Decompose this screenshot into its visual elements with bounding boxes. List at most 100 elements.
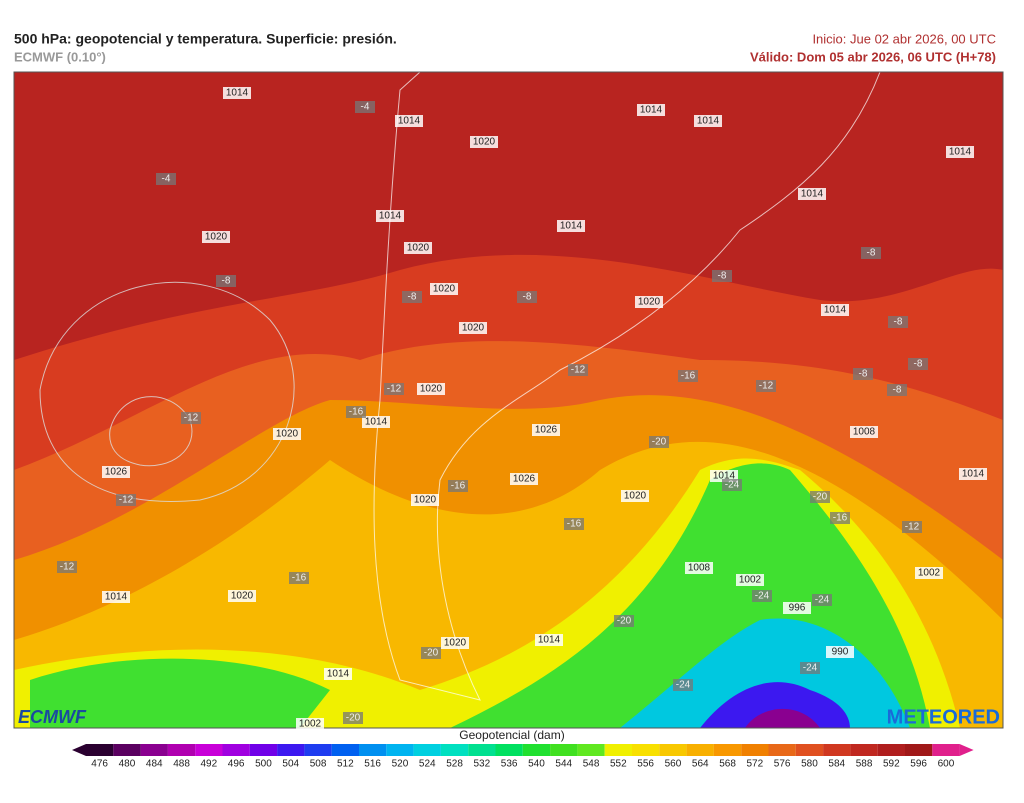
isobar-label-box: [826, 646, 854, 658]
isobar-label-box: [532, 424, 560, 436]
isobar-label-box: [510, 473, 538, 485]
isobar-label-box: [850, 426, 878, 438]
colorbar-swatch: [713, 744, 742, 756]
isobar-label: 996: [789, 603, 806, 614]
temperature-label-box: [116, 494, 136, 506]
colorbar-swatch: [741, 744, 769, 756]
colorbar-tick-label: 592: [883, 759, 900, 770]
colorbar-tick-label: 484: [146, 759, 163, 770]
isobar-label-box: [946, 146, 974, 158]
colorbar-tick-label: 504: [282, 759, 299, 770]
isobar-label-box: [441, 637, 469, 649]
colorbar-tick-label: 476: [91, 759, 108, 770]
colorbar-tick-label: 480: [119, 759, 136, 770]
isobar-label: 1020: [420, 384, 443, 395]
isobar-label: 990: [832, 647, 849, 658]
isobar-label: 1014: [327, 669, 350, 680]
temperature-label-box: [800, 662, 820, 674]
colorbar-tick-label: 532: [474, 759, 491, 770]
colorbar-tick-label: 540: [528, 759, 545, 770]
isobar-label-box: [102, 591, 130, 603]
temperature-label-box: [756, 380, 776, 392]
isobar-label-box: [395, 115, 423, 127]
isobar-label-box: [459, 322, 487, 334]
colorbar-swatch: [604, 744, 632, 756]
colorbar-tick-label: 588: [856, 759, 873, 770]
temperature-label-box: [402, 291, 422, 303]
isobar-label: 1014: [560, 221, 583, 232]
temperature-label: -16: [681, 371, 696, 382]
isobar-label: 1026: [105, 467, 128, 478]
isobar-label: 1014: [697, 116, 720, 127]
colorbar-tick-label: 488: [173, 759, 190, 770]
isobar-label-box: [783, 602, 811, 614]
temperature-label-box: [181, 412, 201, 424]
temperature-label-box: [568, 364, 588, 376]
temperature-label: -8: [914, 359, 923, 370]
temperature-label-box: [861, 247, 881, 259]
isobar-label: 1014: [949, 147, 972, 158]
colorbar-arrow-right: [959, 744, 974, 756]
isobar-label: 1014: [962, 469, 985, 480]
temperature-label: -20: [617, 616, 632, 627]
isobar-label-box: [411, 494, 439, 506]
temperature-label-box: [888, 316, 908, 328]
colorbar-label: Geopotencial (dam): [459, 728, 564, 742]
isobar-label-box: [557, 220, 585, 232]
colorbar-tick-label: 576: [774, 759, 791, 770]
colorbar-tick-label: 568: [719, 759, 736, 770]
title: 500 hPa: geopotencial y temperatura. Sup…: [14, 31, 397, 47]
temperature-label-box: [614, 615, 634, 627]
colorbar-swatch: [113, 744, 141, 756]
colorbar-swatch: [468, 744, 496, 756]
colorbar-swatch: [304, 744, 332, 756]
isobar-label: 1014: [398, 116, 421, 127]
isobar-label-box: [694, 115, 722, 127]
temperature-label-box: [908, 358, 928, 370]
isobar-label-box: [685, 562, 713, 574]
colorbar-swatch: [850, 744, 878, 756]
temperature-label-box: [343, 712, 363, 724]
temperature-label-box: [722, 479, 742, 491]
isobar-label: 1002: [918, 568, 941, 579]
isobar-label-box: [535, 634, 563, 646]
colorbar-tick-label: 580: [801, 759, 818, 770]
colorbar-tick-label: 560: [665, 759, 682, 770]
isobar-label-box: [417, 383, 445, 395]
isobar-label: 1020: [444, 638, 467, 649]
isobar-label-box: [915, 567, 943, 579]
temperature-label: -24: [755, 591, 770, 602]
isobar-label: 1020: [433, 284, 456, 295]
isobar-label: 1014: [538, 635, 561, 646]
isobar-label-box: [102, 466, 130, 478]
colorbar-swatch: [932, 744, 960, 756]
colorbar-tick-label: 528: [446, 759, 463, 770]
colorbar-tick-label: 524: [419, 759, 436, 770]
temperature-label-box: [853, 368, 873, 380]
temperature-label-box: [448, 480, 468, 492]
temperature-label-box: [384, 383, 404, 395]
isobar-label: 1026: [513, 474, 536, 485]
isobar-label: 1020: [414, 495, 437, 506]
isobar-label: 1014: [801, 189, 824, 200]
isobar-label-box: [202, 231, 230, 243]
colorbar-swatch: [413, 744, 441, 756]
colorbar-tick-label: 564: [692, 759, 709, 770]
temperature-label-box: [752, 590, 772, 602]
colorbar-swatch: [440, 744, 469, 756]
isobar-label: 1020: [231, 591, 254, 602]
model: ECMWF (0.10°): [14, 49, 106, 64]
colorbar-swatch: [550, 744, 578, 756]
logo-right: METEORED: [887, 706, 1000, 728]
temperature-label-box: [156, 173, 176, 185]
isobar-label: 1020: [624, 491, 647, 502]
temperature-label: -24: [815, 595, 830, 606]
isobar-label: 1020: [407, 243, 430, 254]
colorbar-tick-label: 556: [637, 759, 654, 770]
isobar-label: 1014: [105, 592, 128, 603]
colorbar-tick-label: 548: [583, 759, 600, 770]
isobar-label-box: [798, 188, 826, 200]
isobar-label-box: [404, 242, 432, 254]
temperature-label: -20: [424, 648, 439, 659]
isobar-label: 1014: [713, 471, 736, 482]
